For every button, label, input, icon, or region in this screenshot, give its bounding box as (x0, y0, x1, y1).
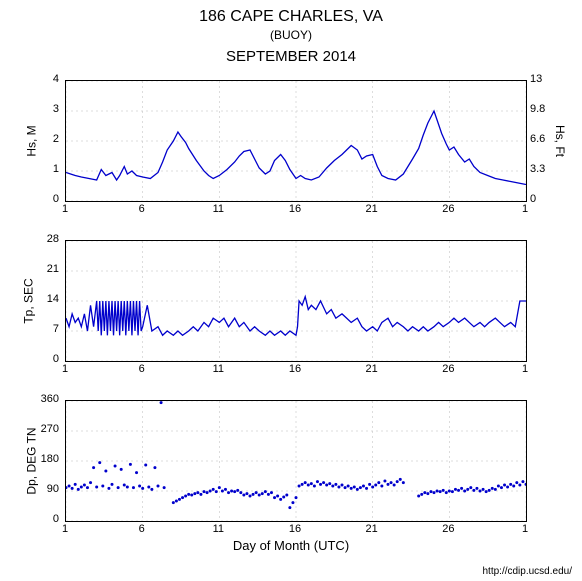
ytick-label-right: 6.6 (530, 133, 558, 145)
ytick-label: 3 (35, 103, 59, 115)
chart3-dp (65, 400, 527, 522)
xtick-label: 26 (438, 363, 458, 375)
ytick-label: 180 (35, 453, 59, 465)
month-title: SEPTEMBER 2014 (0, 48, 582, 65)
ytick-label: 1 (35, 163, 59, 175)
chart2-tp (65, 240, 527, 362)
page-title: 186 CAPE CHARLES, VA (0, 8, 582, 26)
xtick-label: 11 (208, 363, 228, 375)
ytick-label: 2 (35, 133, 59, 145)
ytick-label: 14 (35, 293, 59, 305)
xtick-label: 21 (362, 363, 382, 375)
xtick-label: 21 (362, 203, 382, 215)
xtick-label: 1 (515, 523, 535, 535)
xtick-label: 16 (285, 363, 305, 375)
xtick-label: 6 (132, 523, 152, 535)
ytick-label: 360 (35, 393, 59, 405)
ytick-label: 28 (35, 233, 59, 245)
ytick-label: 90 (35, 483, 59, 495)
footer-link: http://cdip.ucsd.edu/ (482, 566, 572, 577)
xtick-label: 16 (285, 523, 305, 535)
xtick-label: 11 (208, 203, 228, 215)
page-subtitle: (BUOY) (0, 28, 582, 42)
xtick-label: 26 (438, 523, 458, 535)
xtick-label: 1 (55, 523, 75, 535)
xtick-label: 6 (132, 363, 152, 375)
ytick-label: 270 (35, 423, 59, 435)
ytick-label: 7 (35, 323, 59, 335)
chart2-ylabel-left: Tp, SEC (22, 278, 36, 323)
ytick-label: 4 (35, 73, 59, 85)
ytick-label-right: 9.8 (530, 103, 558, 115)
xtick-label: 21 (362, 523, 382, 535)
xtick-label: 16 (285, 203, 305, 215)
xtick-label: 26 (438, 203, 458, 215)
xtick-label: 11 (208, 523, 228, 535)
xtick-label: 6 (132, 203, 152, 215)
xtick-label: 1 (55, 363, 75, 375)
xaxis-label: Day of Month (UTC) (0, 538, 582, 553)
ytick-label: 21 (35, 263, 59, 275)
xtick-label: 1 (515, 363, 535, 375)
xtick-label: 1 (55, 203, 75, 215)
ytick-label-right: 13 (530, 73, 558, 85)
chart1-hs (65, 80, 527, 202)
xtick-label: 1 (515, 203, 535, 215)
ytick-label-right: 3.3 (530, 163, 558, 175)
